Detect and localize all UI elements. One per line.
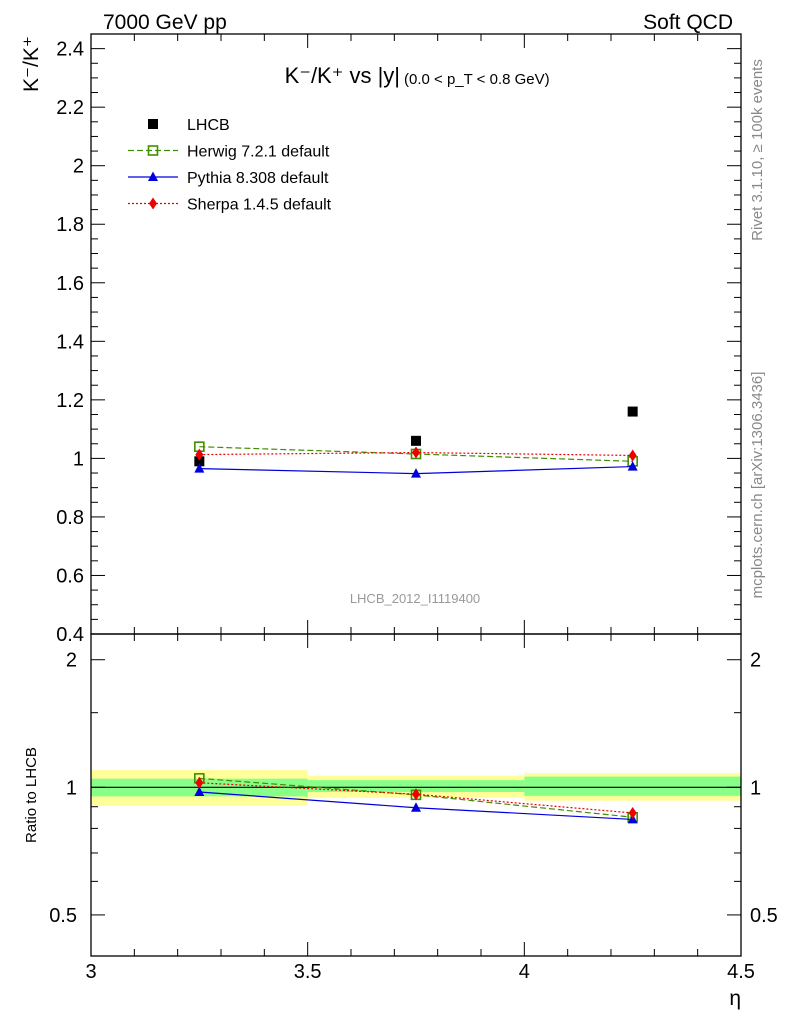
- main-y-tick-label: 1.4: [56, 331, 84, 353]
- ratio-y-tick-label-right: 1: [750, 777, 761, 799]
- main-y-tick-label: 1.8: [56, 214, 84, 236]
- data-point: [194, 456, 205, 467]
- main-panel: 0.4 0.6 0.8 1 1.2 1.4 1.6 1.8 2 2.2 2.4: [56, 33, 742, 646]
- x-tick-label: 3: [85, 961, 96, 983]
- pythia-point: [194, 463, 205, 473]
- legend-marker-sherpa: [149, 197, 157, 210]
- main-y-tick-label: 1: [73, 448, 84, 470]
- sherpa-point: [628, 449, 637, 462]
- ratio-band-inner: [524, 776, 741, 796]
- legend-marker-data: [148, 119, 158, 129]
- legend: LHCB Herwig 7.2.1 default Pythia 8.308 def…: [128, 117, 332, 214]
- chart-title-sub: (0.0 < p_T < 0.8 GeV): [404, 71, 550, 88]
- main-y-tick-label: 0.4: [56, 624, 84, 646]
- ratio-y-tick-label-right: 2: [750, 650, 761, 672]
- header-left: 7000 GeV pp: [103, 11, 227, 34]
- legend-label-pythia: Pythia 8.308 default: [187, 170, 329, 187]
- x-tick-label: 4.5: [727, 961, 755, 983]
- ratio-y-axis-label: Ratio to LHCB: [23, 747, 40, 843]
- legend-label-sherpa: Sherpa 1.4.5 default: [187, 197, 332, 214]
- x-tick-label: 4: [519, 961, 530, 983]
- pythia-point: [411, 468, 421, 478]
- ratio-band-inner: [307, 780, 525, 792]
- ratio-y-tick-label: 1: [66, 777, 77, 799]
- data-point: [627, 406, 638, 417]
- ratio-y-tick-label: 2: [66, 650, 77, 672]
- main-y-tick-label: 0.8: [56, 507, 84, 529]
- pythia-ratio-point: [194, 786, 205, 796]
- sherpa-ratio-point: [628, 806, 637, 819]
- main-y-tick-label: 2.2: [56, 97, 84, 119]
- main-y-tick-label: 1.2: [56, 390, 84, 412]
- x-tick-label: 3.5: [294, 961, 322, 983]
- ratio-frame: [90, 633, 742, 957]
- main-y-tick-label: 2.4: [56, 39, 84, 61]
- sherpa-ratio-point: [195, 776, 204, 789]
- sherpa-point: [195, 448, 204, 461]
- x-axis-label: η: [729, 987, 741, 1010]
- main-y-tick-label: 0.6: [56, 565, 84, 587]
- analysis-watermark: LHCB_2012_I1119400: [350, 591, 480, 606]
- chart-title-main: K⁻/K⁺ vs |y|: [285, 63, 400, 88]
- legend-label-data: LHCB: [187, 117, 230, 134]
- data-point: [411, 435, 421, 446]
- pythia-point: [627, 461, 638, 471]
- ratio-panel: 3 3.5 4 4.5 0.5 0.5 1 1 2 2: [49, 633, 778, 983]
- sherpa-ratio-point: [412, 788, 420, 801]
- main-y-tick-label: 2: [73, 156, 84, 178]
- rivet-label: Rivet 3.1.10, ≥ 100k events: [749, 59, 766, 241]
- pythia-ratio-point: [411, 802, 421, 812]
- ratio-y-tick-label-right: 0.5: [750, 905, 778, 927]
- ratio-y-tick-label: 0.5: [49, 905, 77, 927]
- main-y-axis-label: K⁻/K⁺: [20, 36, 43, 92]
- mcplots-label: mcplots.cern.ch [arXiv:1306.3436]: [749, 372, 766, 599]
- header-right: Soft QCD: [643, 11, 733, 34]
- legend-marker-herwig: [147, 145, 159, 156]
- sherpa-point: [412, 446, 420, 459]
- legend-marker-pythia: [148, 171, 158, 181]
- main-y-tick-label: 1.6: [56, 273, 84, 295]
- legend-label-herwig: Herwig 7.2.1 default: [187, 144, 330, 161]
